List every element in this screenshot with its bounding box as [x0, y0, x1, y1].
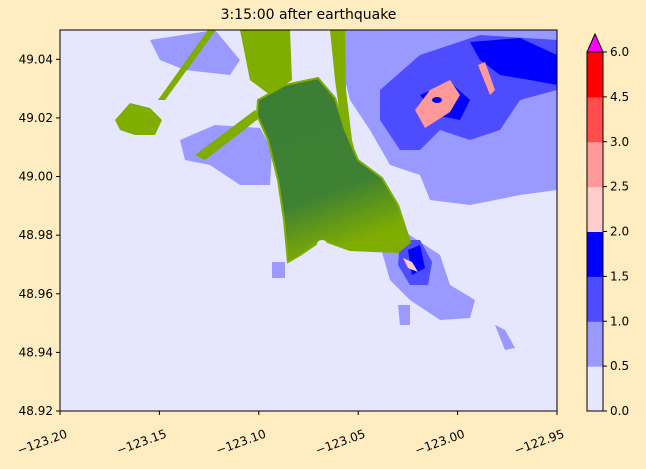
colorbar-segment	[587, 186, 603, 232]
lake	[317, 240, 327, 248]
land-strip	[195, 110, 262, 160]
colorbar-segment	[587, 321, 603, 367]
x-tick-label: −123.10	[214, 427, 268, 458]
land-blob	[115, 103, 162, 135]
main-island	[255, 76, 412, 264]
colorbar-tick-label: 0.5	[610, 359, 629, 373]
surge-zone-0.5-1	[180, 125, 272, 185]
land-patch	[240, 30, 292, 95]
plot-frame	[59, 29, 558, 412]
surge-zone-2-3	[415, 80, 460, 128]
colorbar-segment	[587, 231, 603, 277]
colorbar-tick-label: 6.0	[610, 45, 629, 59]
colorbar-segment	[587, 52, 603, 98]
colorbar-tick-label: 3.0	[610, 135, 629, 149]
colorbar-tick-label: 1.5	[610, 269, 629, 283]
y-tick-label: 48.94	[19, 345, 53, 359]
x-tick-label: −123.15	[115, 427, 169, 458]
y-tick-label: 48.92	[19, 404, 53, 418]
surge-zone-0.5-1	[495, 325, 515, 350]
colorbar-tick-label: 1.0	[610, 314, 629, 328]
y-tick-label: 49.00	[19, 170, 53, 184]
y-tick-label: 49.02	[19, 111, 53, 125]
map-area	[60, 30, 557, 411]
colorbar-tick-label: 2.0	[610, 225, 629, 239]
surge-zone-1.5-2	[470, 38, 557, 85]
surge-zone-1.5-2	[432, 97, 442, 103]
colorbar-extend-arrow	[586, 32, 604, 53]
colorbar-tick-label: 0.0	[610, 404, 629, 418]
colorbar-tick-label: 4.5	[610, 90, 629, 104]
y-tick-label: 48.96	[19, 287, 53, 301]
land-patch	[330, 30, 360, 172]
colorbar-segment	[587, 366, 603, 412]
land-strip	[158, 30, 216, 100]
chart-title: 3:15:00 after earthquake	[220, 7, 397, 23]
x-tick-label: −123.05	[314, 427, 368, 458]
y-tick-label: 49.04	[19, 52, 53, 66]
x-tick-label: −123.00	[413, 427, 467, 458]
surge-zone-0.5-1	[272, 262, 285, 278]
colorbar-segment	[587, 96, 603, 143]
surge-zone-2-2.5	[403, 258, 418, 272]
y-tick-label: 48.98	[19, 228, 53, 242]
surge-zone-2-3	[478, 62, 495, 95]
colorbar-tick-label: 2.5	[610, 180, 629, 194]
colorbar-segment	[587, 276, 603, 322]
surge-zone-0.5-1	[398, 305, 410, 325]
x-tick-label: −123.20	[15, 427, 69, 458]
colorbar-segment	[587, 141, 603, 188]
x-tick-label: −122.95	[512, 427, 566, 458]
